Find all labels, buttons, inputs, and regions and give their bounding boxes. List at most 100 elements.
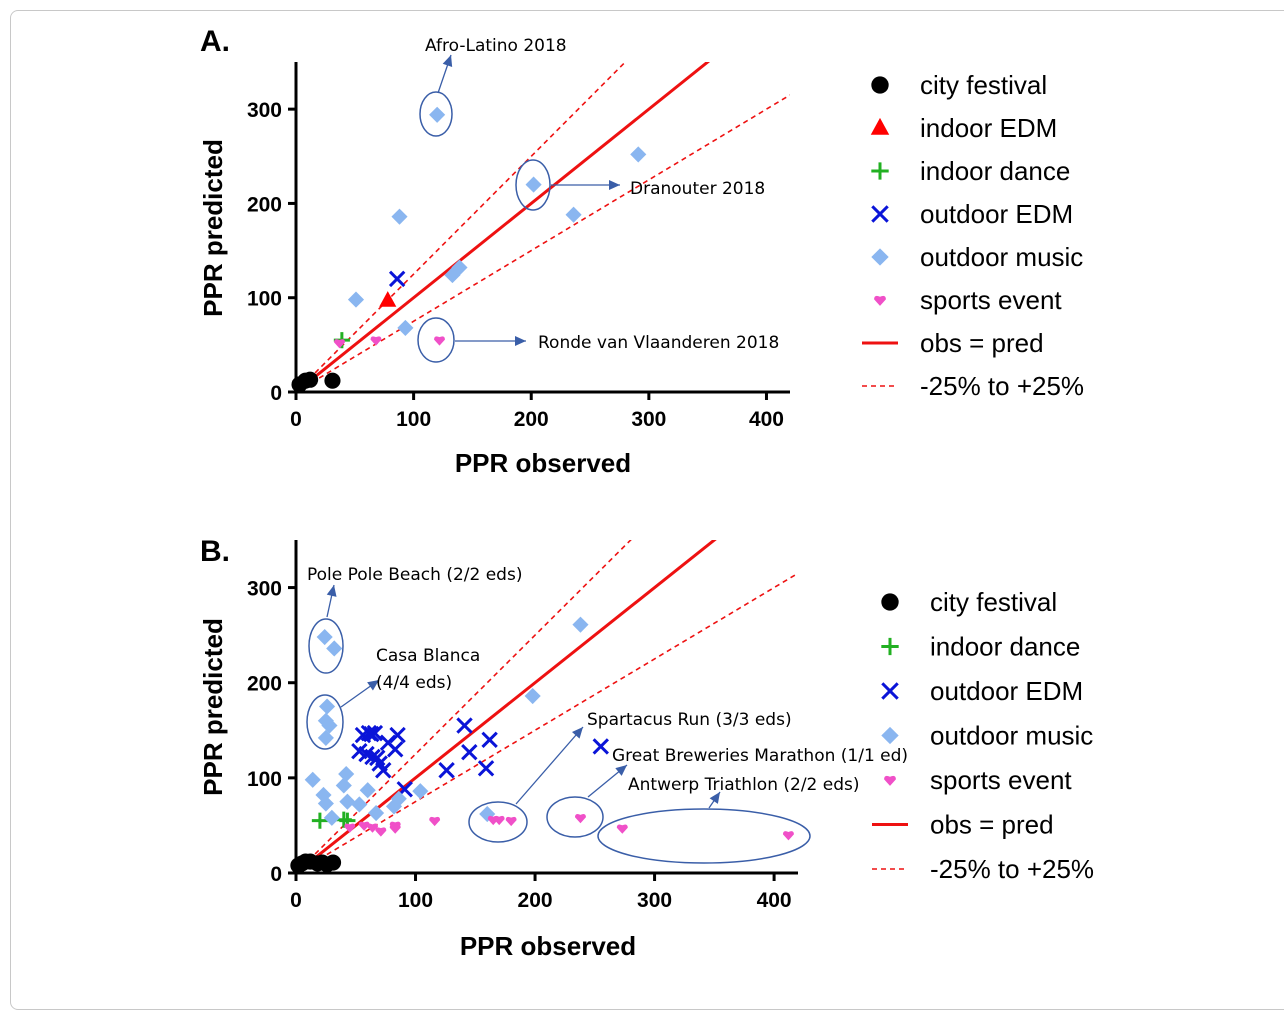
point-outdoor-music — [316, 628, 333, 646]
point-outdoor-music — [429, 106, 446, 123]
x-tick-label: 400 — [757, 889, 792, 912]
point-outdoor-edm — [481, 731, 498, 749]
series-indoor-dance — [311, 811, 356, 829]
point-outdoor-edm — [438, 762, 455, 779]
legend: city festival indoor dance outdoor EDM outd… — [872, 587, 1094, 884]
annotation-ellipse-antwerp-triathlon-2-2-eds — [597, 808, 811, 864]
chart-panel-b: B. Pole Pole Beach (2/2 eds) Casa Blanca (4… — [198, 535, 1094, 960]
point-outdoor-music — [630, 146, 647, 163]
annotation-ellipse-spartacus-run-3-3-eds — [468, 801, 528, 843]
legend: city festival indoor EDM indoor dance outdo… — [862, 70, 1084, 401]
plus-minus-25-line — [296, 94, 790, 392]
annotation-arrow-dranouter-2018-head — [609, 180, 620, 190]
annotation-arrow-afro-latino-2018-head — [442, 55, 453, 68]
point-sports-event — [334, 339, 345, 349]
annotation-arrow-4-4-eds-head — [367, 680, 379, 691]
legend-item-outdoor-edm: outdoor EDM — [871, 199, 1073, 229]
y-tick-label: 300 — [247, 578, 282, 601]
legend-label-obs-pred: obs = pred — [930, 810, 1054, 840]
series-outdoor-edm — [351, 717, 609, 798]
legend-item-outdoor-edm: outdoor EDM — [881, 676, 1083, 706]
x-tick-label: 0 — [290, 889, 302, 912]
y-tick-label: 200 — [247, 193, 282, 216]
point-indoor-dance — [311, 812, 328, 829]
legend-item-sports-event: sports event — [874, 285, 1062, 315]
legend-label-outdoor-music: outdoor music — [930, 721, 1093, 751]
legend-marker-outdoor-music — [881, 726, 899, 745]
legend-label-indoor-edm: indoor EDM — [920, 113, 1057, 143]
annotation-ellipse-ronde-van-vlaanderen-2018 — [417, 317, 455, 363]
x-axis-title: PPR observed — [460, 931, 636, 960]
point-sports-event — [389, 824, 401, 834]
point-outdoor-music — [572, 616, 589, 633]
annotation-arrow-spartacus-run-3-3-eds-head — [572, 727, 583, 739]
point-outdoor-music — [317, 795, 334, 812]
series-indoor-edm — [379, 291, 397, 307]
point-city-festival — [324, 372, 341, 389]
point-outdoor-edm — [388, 270, 406, 288]
point-outdoor-music — [524, 687, 541, 705]
point-outdoor-music — [317, 729, 334, 746]
legend-marker-outdoor-music — [871, 248, 889, 266]
plus-minus-25-line — [296, 540, 632, 873]
annotation-ellipse-afro-latino-2018 — [419, 91, 453, 137]
annotation-label-dranouter-2018: Dranouter 2018 — [630, 179, 765, 199]
point-outdoor-music — [412, 783, 429, 800]
point-city-festival — [302, 371, 319, 388]
legend-label-obs-pred: obs = pred — [920, 328, 1044, 358]
legend-item-outdoor-music: outdoor music — [871, 242, 1083, 272]
y-tick-label: 0 — [270, 382, 282, 405]
point-outdoor-music — [321, 717, 338, 734]
legend-item-indoor-edm: indoor EDM — [870, 113, 1057, 143]
annotation-label-great-breweries-marathon-1-1-ed: Great Breweries Marathon (1/1 ed) — [612, 746, 908, 766]
y-tick-label: 100 — [247, 768, 282, 791]
point-sports-event — [370, 336, 382, 346]
x-tick-label: 300 — [637, 889, 672, 912]
x-tick-label: 0 — [290, 408, 302, 431]
annotation-arrow-spartacus-run-3-3-eds-line — [515, 726, 584, 805]
legend-marker-indoor-edm — [870, 117, 890, 135]
legend-marker-indoor-dance — [871, 162, 889, 180]
point-outdoor-edm — [461, 743, 478, 761]
point-sports-event — [575, 813, 586, 824]
legend-label-outdoor-edm: outdoor EDM — [930, 676, 1083, 706]
point-outdoor-music — [319, 698, 336, 715]
reference-lines — [296, 540, 798, 873]
point-outdoor-music — [451, 259, 468, 276]
annotations: Pole Pole Beach (2/2 eds) Casa Blanca (4/4… — [306, 565, 908, 864]
point-sports-event — [782, 831, 794, 841]
annotation-label-4-4-eds: (4/4 eds) — [376, 673, 452, 693]
legend-label-25-to-25: -25% to +25% — [930, 854, 1094, 884]
point-outdoor-music — [326, 640, 343, 657]
identity-line — [296, 540, 717, 873]
legend-label-indoor-dance: indoor dance — [920, 156, 1070, 186]
annotation-ellipse-great-breweries-marathon-1-1-ed — [546, 796, 604, 838]
point-outdoor-edm — [366, 724, 384, 742]
point-outdoor-music — [339, 793, 356, 810]
annotation-arrow-ronde-van-vlaanderen-2018-head — [515, 336, 526, 346]
point-sports-event — [505, 816, 517, 827]
legend-label-sports-event: sports event — [930, 765, 1072, 795]
x-tick-label: 100 — [398, 889, 433, 912]
point-outdoor-edm — [363, 725, 380, 743]
annotations: Afro-Latino 2018 Dranouter 2018 Ronde van … — [417, 36, 779, 363]
legend-item-sports-event: sports event — [884, 765, 1072, 795]
y-axis-title: PPR predicted — [198, 618, 228, 796]
panel-label: B. — [200, 535, 230, 568]
legend-item-obs-pred: obs = pred — [872, 810, 1054, 840]
y-axis-title: PPR predicted — [198, 139, 228, 317]
point-indoor-edm — [379, 291, 397, 307]
series-sports-event — [334, 336, 445, 349]
legend-label-city-festival: city festival — [920, 70, 1047, 100]
legend-item-obs-pred: obs = pred — [862, 328, 1044, 358]
point-sports-event — [367, 823, 378, 833]
legend-item-indoor-dance: indoor dance — [871, 156, 1070, 186]
point-outdoor-music — [385, 798, 403, 815]
legend-marker-city-festival — [871, 76, 889, 94]
point-outdoor-music — [347, 291, 365, 308]
legend-item-city-festival: city festival — [881, 587, 1057, 617]
annotation-arrow-antwerp-triathlon-2-2-eds-head — [709, 792, 720, 804]
point-outdoor-music — [304, 771, 321, 788]
legend-item-outdoor-music: outdoor music — [881, 721, 1093, 751]
point-outdoor-music — [351, 796, 368, 813]
